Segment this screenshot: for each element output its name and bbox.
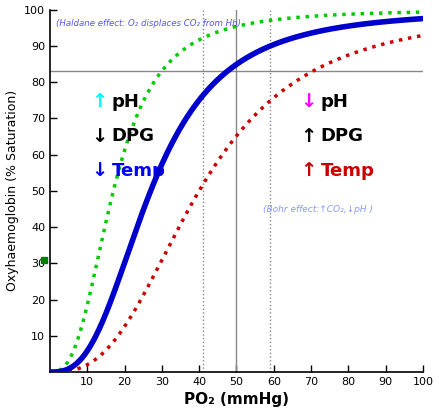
Text: ↓: ↓: [91, 127, 107, 146]
Text: Temp: Temp: [320, 162, 374, 180]
Text: ↑: ↑: [299, 161, 315, 180]
Text: pH: pH: [320, 93, 347, 111]
Text: ↓: ↓: [91, 161, 107, 180]
Text: (Bohr effect:↑CO₂,↓pH ): (Bohr effect:↑CO₂,↓pH ): [262, 205, 372, 214]
Text: pH: pH: [111, 93, 139, 111]
X-axis label: PO₂ (mmHg): PO₂ (mmHg): [184, 392, 288, 408]
Text: ↑: ↑: [91, 93, 107, 112]
Text: DPG: DPG: [111, 128, 154, 145]
Text: ↓: ↓: [299, 93, 315, 112]
Text: DPG: DPG: [320, 128, 363, 145]
Text: (Haldane effect: O₂ displaces CO₂ from Hb): (Haldane effect: O₂ displaces CO₂ from H…: [56, 19, 240, 28]
Text: Temp: Temp: [111, 162, 165, 180]
Text: ↑: ↑: [299, 127, 315, 146]
Y-axis label: Oxyhaemoglobin (% Saturation): Oxyhaemoglobin (% Saturation): [6, 90, 18, 291]
